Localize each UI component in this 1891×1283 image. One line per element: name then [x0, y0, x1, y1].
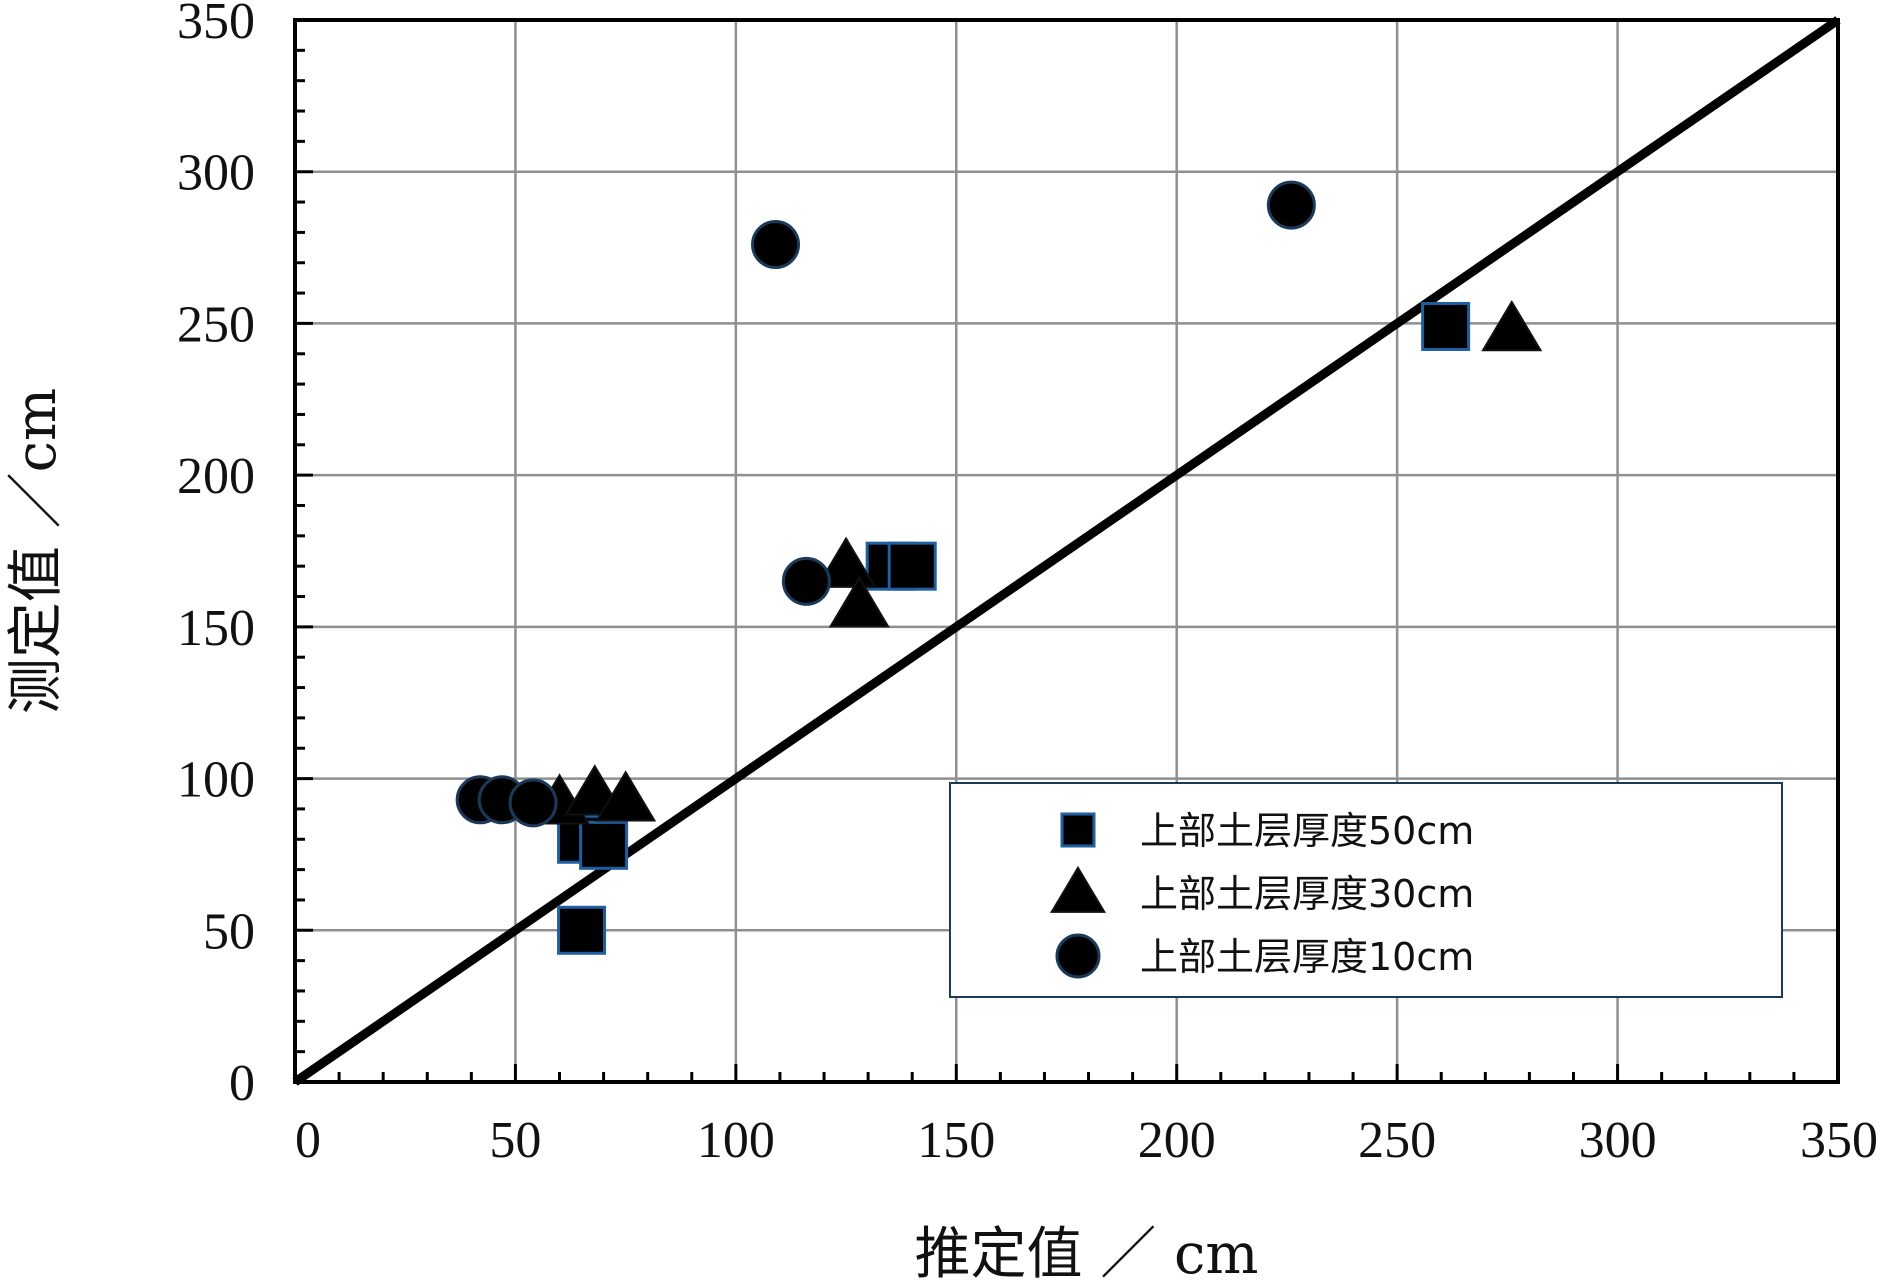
data-point-square — [557, 905, 607, 955]
x-tick-label: 200 — [1138, 1112, 1216, 1169]
x-tick-label: 100 — [697, 1112, 775, 1169]
x-tick-label: 150 — [917, 1112, 995, 1169]
legend-marker-circle — [1055, 933, 1101, 979]
data-point-triangle — [595, 770, 657, 822]
x-tick-label: 300 — [1579, 1112, 1657, 1169]
data-point-square — [579, 820, 629, 870]
plot-frame — [293, 18, 1840, 1084]
data-point-triangle — [1481, 299, 1543, 352]
data-point-triangle — [815, 536, 877, 588]
data-point-circle — [781, 556, 831, 606]
y-tick-label: 150 — [177, 600, 255, 657]
legend-label: 上部土层厚度30cm — [1140, 872, 1474, 916]
x-tick-label: 350 — [1800, 1112, 1878, 1169]
x-tick-labels: 0 50 100 150 200 250 300 350 — [295, 1112, 1878, 1169]
y-axis-title: 测定值 ／cm — [4, 388, 69, 714]
legend-marker-triangle — [1049, 865, 1107, 913]
x-tick-label: 50 — [489, 1112, 541, 1169]
y-tick-label: 250 — [177, 296, 255, 353]
y-tick-label: 100 — [177, 752, 255, 809]
data-points — [455, 180, 1543, 955]
legend-label: 上部土层厚度10cm — [1140, 935, 1474, 979]
minor-ticks — [295, 48, 1796, 1082]
y-tick-label: 0 — [229, 1055, 255, 1112]
x-tick-label: 0 — [295, 1112, 321, 1169]
legend: 上部土层厚度50cm 上部土层厚度30cm 上部土层厚度10cm — [949, 782, 1783, 998]
data-point-square — [887, 541, 937, 591]
y-tick-label: 350 — [177, 0, 255, 50]
data-point-circle — [751, 220, 801, 270]
data-point-circle — [1266, 180, 1316, 230]
grid-lines — [295, 20, 1838, 1082]
data-point-triangle — [828, 576, 890, 628]
y-tick-label: 200 — [177, 448, 255, 505]
reference-line-y-equals-x — [292, 16, 1841, 1086]
y-tick-labels: 0 50 100 150 200 250 300 350 — [177, 0, 255, 1112]
legend-label: 上部土层厚度50cm — [1140, 809, 1474, 853]
y-tick-label: 300 — [177, 145, 255, 202]
x-tick-label: 250 — [1358, 1112, 1436, 1169]
x-axis-title: 推定值 ／ cm — [914, 1222, 1258, 1283]
data-point-square — [1421, 301, 1471, 351]
legend-marker-square — [1060, 812, 1096, 848]
y-tick-label: 50 — [203, 903, 255, 960]
data-point-circle — [508, 778, 558, 828]
